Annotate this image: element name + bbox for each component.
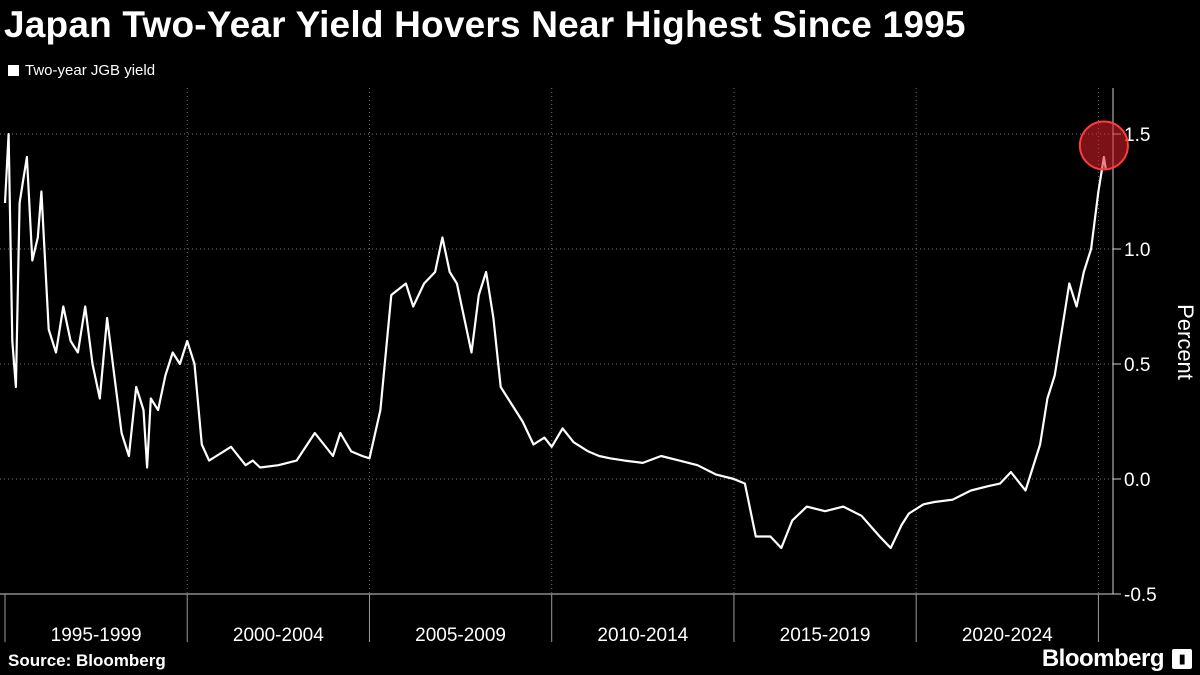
- brand-name: Bloomberg: [1041, 645, 1165, 672]
- y-tick-label: 1.0: [1124, 240, 1150, 261]
- y-tick-label: 0.0: [1124, 470, 1150, 491]
- series-line-two-year-jgb-yield: [3, 132, 1107, 550]
- legend: Two-year JGB yield: [8, 62, 155, 79]
- y-tick-label: 0.5: [1124, 355, 1150, 376]
- source-note: Source: Bloomberg: [8, 651, 166, 670]
- y-tick-label: -0.5: [1124, 585, 1157, 606]
- x-tick-label: 2015-2019: [780, 625, 871, 646]
- bloomberg-logo-icon: ▮: [1172, 649, 1192, 669]
- highlight-marker: [1078, 120, 1129, 171]
- x-tick-label: 2005-2009: [415, 625, 506, 646]
- x-tick-label: 2010-2014: [597, 625, 688, 646]
- brand-logo: Bloomberg ▮: [1042, 645, 1192, 673]
- legend-label: Two-year JGB yield: [25, 62, 156, 79]
- chart-title: Japan Two-Year Yield Hovers Near Highest…: [4, 4, 966, 45]
- x-tick-label: 2020-2024: [962, 625, 1053, 646]
- y-tick-label: 1.5: [1124, 125, 1150, 146]
- y-axis-title: Percent: [1173, 304, 1198, 380]
- x-tick-label: 1995-1999: [51, 625, 142, 646]
- x-tick-label: 2000-2004: [233, 625, 324, 646]
- legend-swatch: [8, 65, 19, 76]
